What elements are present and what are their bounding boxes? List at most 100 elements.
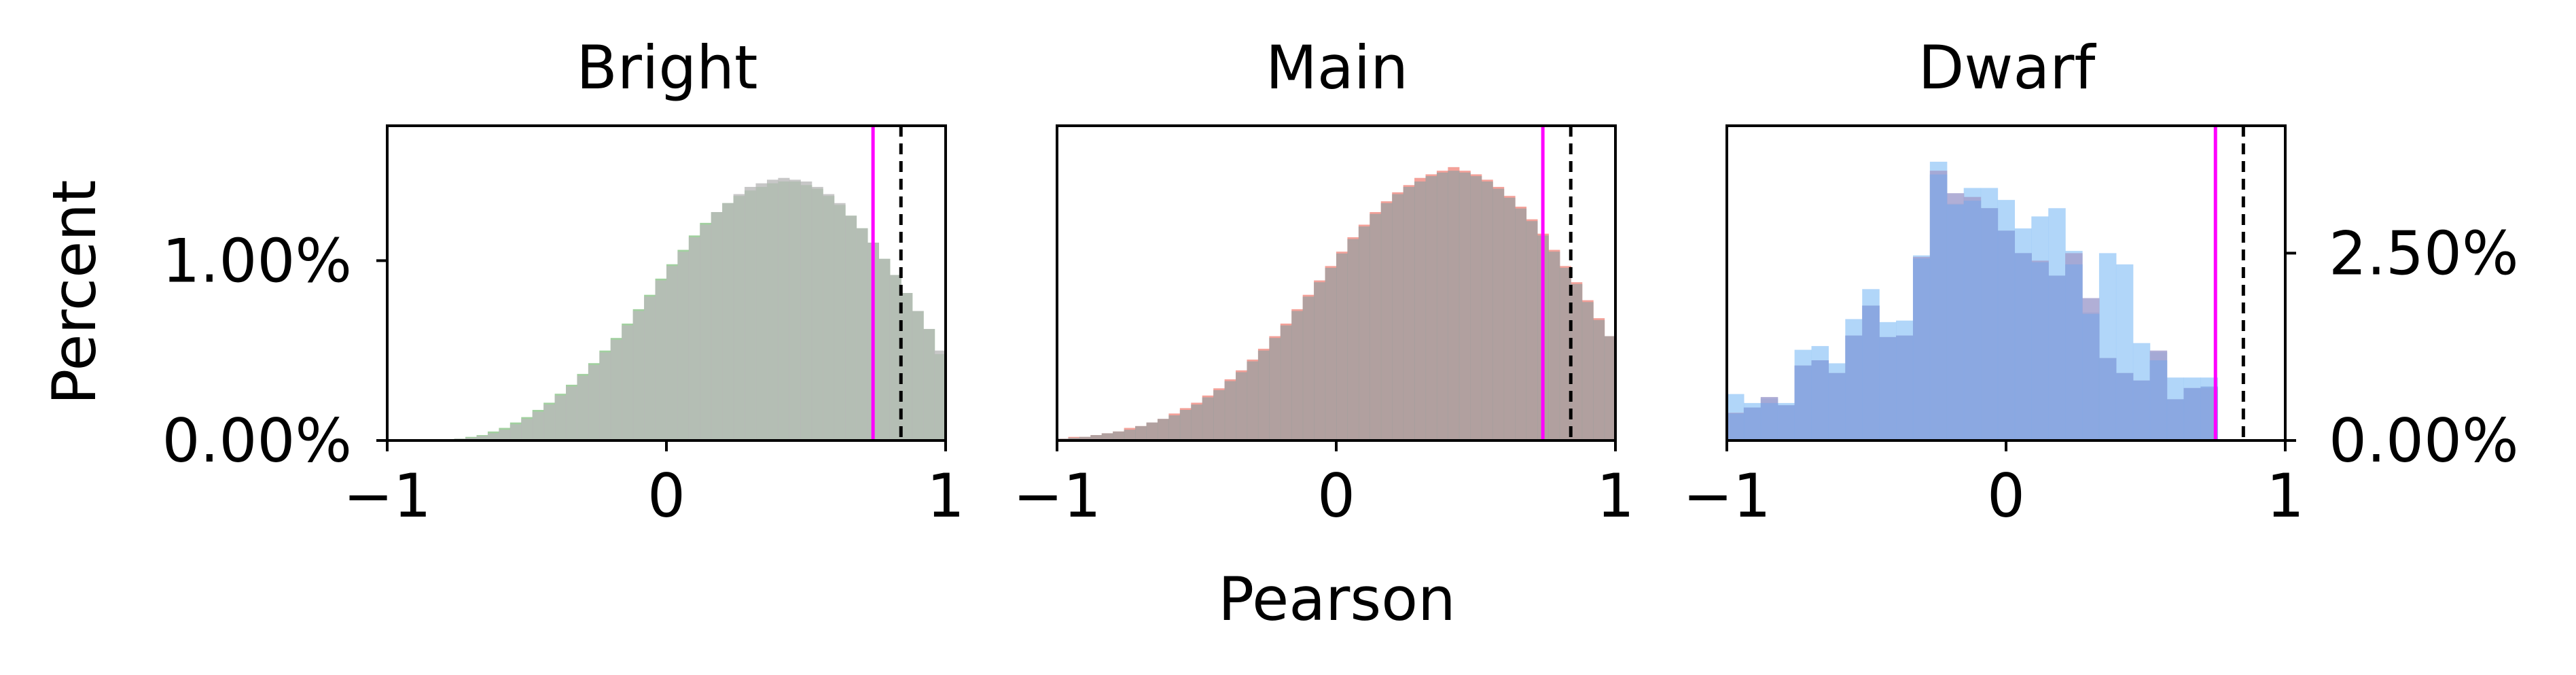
x-tick-label: −1: [1013, 461, 1101, 531]
histogram-bar: [599, 352, 611, 440]
histogram-bar: [1101, 433, 1113, 440]
histogram-bar: [1347, 239, 1359, 440]
histogram-bar: [1604, 336, 1616, 440]
histogram-bar: [2132, 380, 2151, 440]
histogram-bar: [1526, 221, 1538, 440]
histogram-bar: [521, 419, 533, 440]
histogram-bar: [2082, 313, 2100, 440]
panel-main: −1 0 1: [1013, 124, 1634, 531]
histogram-bar: [1291, 311, 1304, 440]
histogram-bar: [1269, 338, 1281, 440]
histogram-bar: [1090, 435, 1103, 440]
histogram-bar: [1380, 203, 1393, 440]
histogram-bar: [1503, 197, 1516, 440]
histogram-bar: [1257, 350, 1270, 440]
histogram-bar: [1403, 186, 1415, 440]
histogram-bar: [1845, 335, 1863, 440]
histogram-bar: [1302, 296, 1314, 440]
histogram-bar: [800, 181, 812, 440]
histogram-bar: [2183, 387, 2201, 440]
histogram-bar: [543, 404, 556, 440]
histogram-bar: [666, 266, 679, 440]
histogram-bar: [1879, 336, 1897, 440]
histogram-bar: [1392, 194, 1404, 440]
histogram-bar: [1760, 402, 1778, 440]
histogram-bar: [2115, 373, 2134, 440]
histogram-bar: [1481, 181, 1493, 440]
histogram-bar: [1459, 172, 1471, 440]
histogram-bar: [1236, 372, 1248, 440]
histogram-bar: [1079, 436, 1091, 440]
x-tick-label: −1: [1683, 461, 1771, 531]
histogram-bar: [1314, 282, 1326, 440]
histogram-bar: [2031, 262, 2049, 440]
histogram-bar: [1548, 252, 1560, 440]
histogram-bar: [532, 411, 544, 440]
histogram-bar: [1811, 360, 1829, 440]
histogram-bar: [745, 186, 757, 440]
histogram-bar: [811, 186, 823, 440]
histogram-bar: [934, 350, 946, 440]
histogram-bar: [789, 179, 801, 440]
histogram-bar: [487, 433, 499, 440]
histogram-bar: [1448, 171, 1460, 440]
histogram-bar: [1157, 419, 1169, 440]
histogram-bar: [1963, 201, 1982, 440]
x-tick-label: 0: [647, 461, 685, 531]
histogram-bar: [655, 280, 667, 440]
histogram-bar: [677, 252, 690, 440]
histogram-bar: [845, 215, 857, 440]
histogram-bar: [1559, 268, 1571, 440]
y-tick-label: 1.00%: [162, 226, 352, 296]
y-tick-label: 0.00%: [2329, 406, 2519, 476]
histogram-bar: [1581, 302, 1594, 440]
histogram-bar: [834, 203, 846, 440]
histogram-bar: [901, 293, 913, 440]
histogram-bar: [2166, 399, 2185, 440]
histogram-bar: [700, 224, 712, 440]
histogram-bar: [1727, 413, 1745, 440]
histogram-bar: [1168, 415, 1181, 440]
histogram-bar: [1946, 204, 1965, 440]
histogram-bar: [1794, 365, 1812, 440]
histogram-bar: [1828, 373, 1846, 440]
histogram-bar: [1414, 181, 1427, 440]
x-tick-label: 1: [927, 461, 965, 531]
histogram-bar: [1515, 208, 1527, 440]
histogram-bar: [1224, 381, 1236, 440]
histogram-bar: [1436, 172, 1448, 440]
histogram-bar: [912, 311, 924, 440]
histogram-bar: [1470, 176, 1482, 440]
histogram-bar: [733, 194, 745, 440]
histogram-bar: [1896, 335, 1914, 440]
histogram-bar: [1135, 426, 1147, 440]
histogram-bar: [889, 275, 901, 440]
x-tick-label: 1: [1596, 461, 1634, 531]
histogram-bar: [2149, 360, 2168, 440]
x-axis-label: Pearson: [1218, 564, 1456, 634]
histogram-bar: [778, 177, 790, 440]
histogram-bar: [923, 328, 935, 440]
histogram-bar: [1777, 405, 1795, 440]
x-tick-label: −1: [343, 461, 431, 531]
histogram-bar: [1191, 404, 1203, 440]
histogram-bar: [509, 424, 522, 440]
x-tick-label: 0: [1317, 461, 1355, 531]
histogram-bar: [632, 311, 645, 440]
histogram-bar: [554, 395, 567, 440]
histogram-bar: [823, 194, 835, 440]
histogram-bar: [1743, 407, 1761, 440]
panel-bright-title: Bright: [576, 33, 757, 103]
histogram-bar: [2014, 253, 2032, 440]
histogram-bar: [2065, 264, 2083, 440]
histogram-bar: [2048, 275, 2066, 440]
histogram-bar: [766, 179, 779, 440]
histogram-bar: [1336, 253, 1348, 440]
histogram-bar: [1358, 226, 1370, 440]
histogram-bar: [755, 183, 768, 440]
x-tick-label: 0: [1987, 461, 2025, 531]
histogram-bar: [1124, 430, 1136, 440]
y-axis-label: Percent: [39, 179, 109, 404]
histogram-bar: [1247, 361, 1259, 440]
